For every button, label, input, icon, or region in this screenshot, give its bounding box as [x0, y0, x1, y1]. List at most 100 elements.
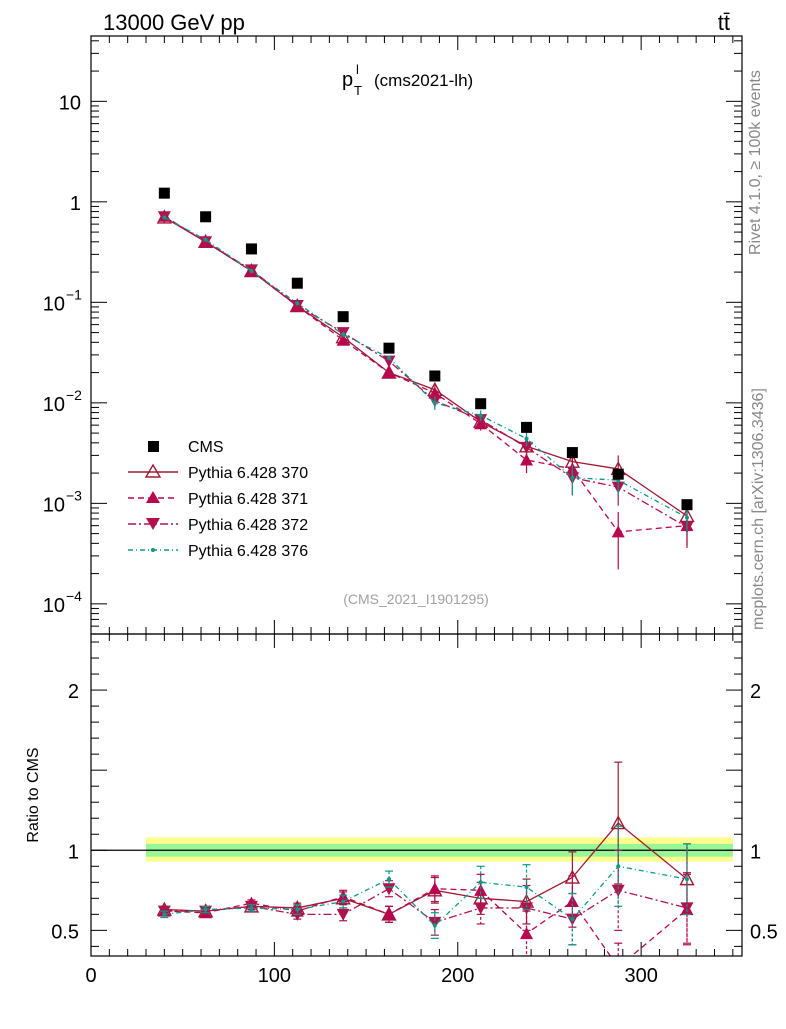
ratio-clipped-marks: [156, 761, 695, 973]
ratio-ytick-label-right-1: 1: [750, 841, 761, 863]
ratio-point-1-5: [382, 907, 396, 920]
main-point-3-3: [295, 301, 300, 306]
ratio-point-1-8: [520, 927, 534, 940]
main-point-1-8: [520, 453, 534, 466]
main-point-3-0: [162, 215, 167, 220]
ratio-point-3-11: [684, 877, 689, 882]
x-tick-label-3: 300: [624, 965, 657, 987]
ratio-point-3-7: [478, 880, 483, 885]
ratio-point-3-5: [386, 877, 391, 882]
main-point-3-4: [341, 332, 346, 337]
ratio-ytick-label-right-2: 0.5: [750, 921, 778, 943]
ratio-point-3-6: [432, 923, 437, 928]
legend-entry-370: Pythia 6.428 370: [128, 463, 308, 482]
ratio-point-2-10: [611, 884, 625, 897]
main-point-2-3: [290, 299, 304, 313]
legend-entry-cms: CMS: [148, 439, 224, 456]
main-point-3-5: [386, 355, 391, 360]
process-label: tt̄: [718, 10, 730, 35]
cms-point-10: [612, 468, 624, 480]
main-point-2-1: [199, 236, 213, 249]
legend-marker-cms: [148, 441, 159, 452]
main-point-1-4: [336, 333, 350, 346]
ratio-point-1-10: [612, 961, 625, 973]
main-point-1-5: [382, 366, 396, 379]
main-ytick-label-4: 10: [43, 494, 65, 516]
ratio-point-3-8: [524, 885, 529, 890]
ratio-series-line-0: [164, 822, 688, 916]
ratio-point-3-3: [295, 907, 300, 912]
ratio-ytick-label-left-0: 2: [68, 681, 79, 703]
x-tick-label-1: 100: [258, 965, 291, 987]
main-point-3-2: [249, 269, 254, 274]
legend-entry-371: Pythia 6.428 371: [128, 491, 308, 508]
cms-point-6: [429, 370, 441, 382]
ratio-point-1-7: [474, 883, 488, 896]
x-tick-label-0: 0: [85, 965, 96, 987]
ratio-ytick-label-left-2: 0.5: [51, 921, 79, 943]
main-ytick-exp-3: −2: [66, 387, 82, 403]
ratio-point-2-8: [520, 902, 534, 915]
main-ytick-exp-5: −4: [66, 588, 82, 604]
ratio-point-3-1: [203, 907, 208, 912]
cms-point-11: [681, 499, 693, 511]
main-ytick-label-1: 1: [70, 193, 81, 215]
title-superscript: l: [356, 62, 359, 77]
ratio-point-3-9: [570, 917, 575, 922]
title-main: p: [342, 69, 353, 91]
ratio-series-line-1: [164, 888, 688, 956]
cms-point-1: [200, 211, 212, 223]
main-ytick-exp-2: −1: [66, 286, 82, 302]
ratio-ytick-label-right-0: 2: [750, 681, 761, 703]
legend-marker-370: [144, 463, 162, 478]
ratio-point-3-10: [616, 864, 621, 869]
legend-marker-376: [151, 548, 155, 552]
cms-point-5: [383, 342, 395, 354]
main-ytick-label-5: 10: [43, 595, 65, 617]
rivet-side-label: Rivet 4.1.0, ≥ 100k events: [747, 70, 764, 255]
main-point-3-8: [524, 436, 529, 441]
ratio-point-2-5: [382, 883, 396, 896]
mcplots-side-label: mcplots.cern.ch [arXiv:1306.3436]: [750, 388, 767, 630]
main-point-3-1: [203, 237, 208, 242]
cms-point-4: [337, 311, 349, 323]
main-point-2-5: [382, 355, 396, 368]
ratio-point-3-0: [162, 912, 167, 917]
main-point-3-7: [478, 413, 483, 418]
main-ytick-exp-4: −3: [66, 487, 82, 503]
title-subscript: T: [354, 83, 362, 98]
legend-marker-372: [146, 518, 160, 530]
cms-point-7: [475, 398, 487, 410]
main-series-line-1: [164, 215, 688, 533]
cms-point-0: [158, 187, 170, 199]
cms-point-3: [291, 277, 303, 289]
main-panel-marks: [156, 187, 695, 570]
ratio-frame: [90, 633, 743, 957]
main-point-3-9: [570, 475, 575, 480]
ratio-series-line-3: [164, 865, 688, 927]
main-ytick-label-3: 10: [43, 394, 65, 416]
ratio-ytick-label-left-1: 1: [68, 841, 79, 863]
ratio-point-3-2: [249, 905, 254, 910]
legend: CMS Pythia 6.428 370 Pythia 6.428 371 Py…: [128, 439, 308, 560]
legend-label-371: Pythia 6.428 371: [188, 491, 308, 508]
cms-point-8: [521, 421, 533, 433]
ratio-ylabel: Ratio to CMS: [25, 747, 42, 842]
ratio-point-2-7: [474, 902, 488, 915]
legend-label-cms: CMS: [188, 439, 224, 456]
main-ytick-label-0: 10: [59, 92, 81, 114]
energy-label: 13000 GeV pp: [103, 10, 245, 35]
legend-label-372: Pythia 6.428 372: [188, 517, 308, 534]
x-tick-label-2: 200: [441, 965, 474, 987]
legend-marker-371: [146, 491, 160, 503]
legend-entry-372: Pythia 6.428 372: [128, 517, 308, 534]
ratio-series-line-2: [164, 887, 688, 924]
main-title: p l T (cms2021-lh): [342, 62, 473, 98]
main-point-1-10: [611, 525, 625, 538]
analysis-watermark: (CMS_2021_I1901295): [343, 591, 489, 607]
main-point-3-11: [684, 515, 689, 520]
cms-point-2: [245, 243, 257, 255]
